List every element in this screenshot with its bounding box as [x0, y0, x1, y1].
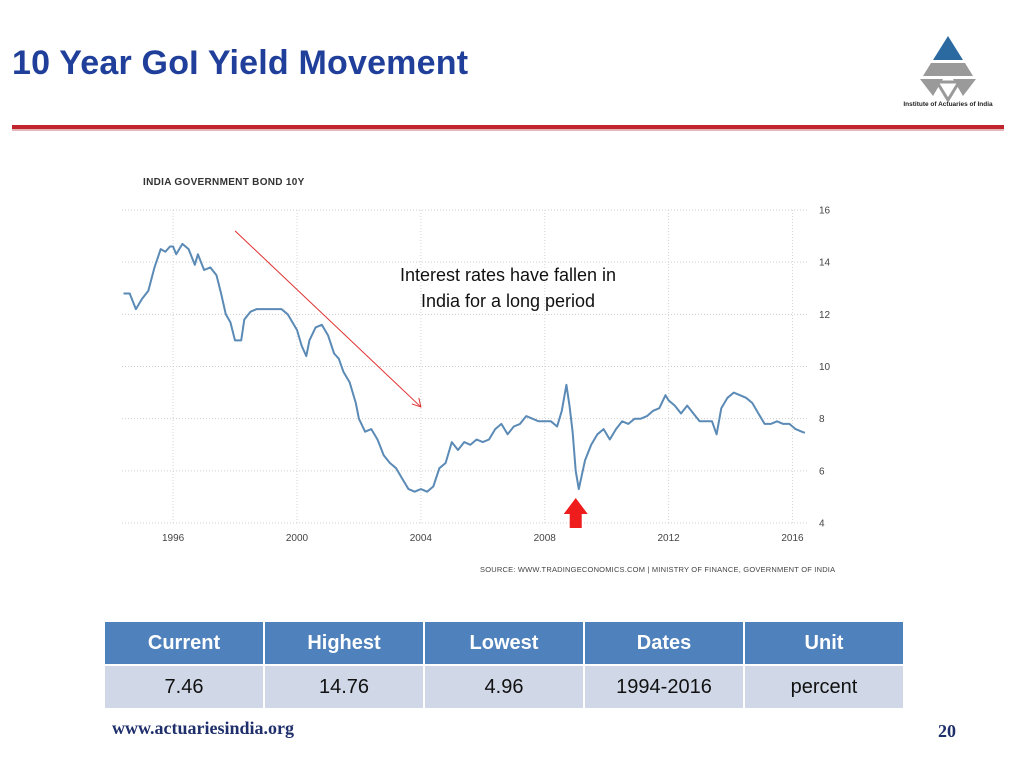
- cell-current: 7.46: [105, 666, 263, 708]
- cell-highest: 14.76: [265, 666, 423, 708]
- cell-dates: 1994-2016: [585, 666, 743, 708]
- up-arrow-icon: [563, 498, 588, 528]
- series-line: [123, 242, 806, 493]
- website-link[interactable]: www.actuariesindia.org: [112, 718, 294, 738]
- header-unit: Unit: [745, 622, 903, 666]
- x-tick-label: 2000: [286, 533, 309, 544]
- x-tick-label: 2016: [781, 533, 804, 544]
- chart-annotation: Interest rates have fallen in India for …: [372, 262, 644, 314]
- chart-title: INDIA GOVERNMENT BOND 10Y: [143, 177, 305, 188]
- header-divider-shadow: [12, 129, 1004, 131]
- logo-text: Institute of Actuaries of India: [903, 101, 993, 108]
- y-tick-label: 14: [819, 258, 831, 269]
- cell-unit: percent: [745, 666, 903, 708]
- chart-source: SOURCE: WWW.TRADINGECONOMICS.COM | MINIS…: [480, 565, 836, 574]
- cell-lowest: 4.96: [425, 666, 583, 708]
- y-tick-label: 16: [819, 206, 831, 217]
- header-highest: Highest: [265, 622, 423, 666]
- chart-plot: 4 6 8 10 12 14 16 1996 2000 2004 2008 2012 2016: [122, 206, 831, 544]
- trend-arrow-line: [234, 230, 422, 408]
- yield-stats-table: Current Highest Lowest Dates Unit 7.46 1…: [103, 622, 905, 708]
- header-current: Current: [105, 622, 263, 666]
- y-tick-label: 4: [819, 519, 825, 530]
- x-tick-label: 1996: [162, 533, 185, 544]
- y-tick-label: 10: [819, 362, 831, 373]
- y-tick-label: 12: [819, 310, 831, 321]
- header-divider: [12, 125, 1004, 129]
- y-tick-label: 6: [819, 466, 825, 477]
- x-tick-label: 2008: [534, 533, 557, 544]
- bond-yield-chart: INDIA GOVERNMENT BOND 10Y 4 6 8 10 12 14 16 199…: [118, 168, 838, 578]
- x-tick-label: 2004: [410, 533, 433, 544]
- table-row: 7.46 14.76 4.96 1994-2016 percent: [105, 666, 903, 708]
- table-header-row: Current Highest Lowest Dates Unit: [105, 622, 903, 666]
- y-tick-label: 8: [819, 414, 825, 425]
- annotation-line-2: India for a long period: [420, 291, 596, 311]
- slide-title: 10 Year GoI Yield Movement: [12, 44, 469, 82]
- page-number: 20: [938, 721, 956, 741]
- annotation-line-1: Interest rates have fallen in: [399, 265, 617, 285]
- header-lowest: Lowest: [425, 622, 583, 666]
- trend-arrow-head: [411, 397, 422, 408]
- actuaries-logo-icon: [920, 36, 976, 103]
- x-tick-label: 2012: [658, 533, 681, 544]
- header-dates: Dates: [585, 622, 743, 666]
